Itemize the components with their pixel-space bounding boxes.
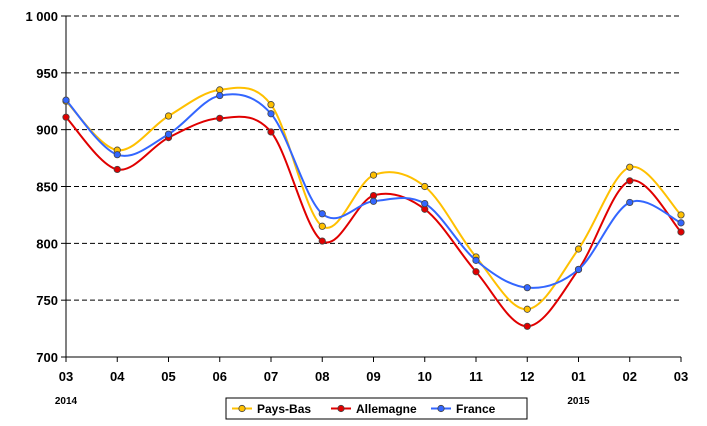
gridlines (66, 15, 681, 301)
data-point-pays-bas (626, 163, 634, 171)
x-tick-label: 06 (213, 369, 227, 384)
data-point-allemagne (472, 268, 480, 276)
legend-box (225, 397, 528, 420)
data-point-allemagne (216, 114, 224, 122)
data-point-france (574, 265, 583, 274)
x-tick-label: 03 (674, 369, 688, 384)
year-label: 2014 (55, 396, 78, 407)
y-tick-label: 1 000 (25, 9, 58, 24)
x-tick-label: 11 (469, 369, 483, 384)
data-point-france (113, 151, 121, 159)
x-tick-label: 01 (571, 369, 585, 384)
data-point-france (267, 110, 275, 118)
year-label: 2015 (567, 396, 590, 407)
y-tick-label: 700 (36, 350, 58, 365)
data-point-allemagne (677, 228, 685, 236)
x-tick-label: 07 (264, 369, 278, 384)
legend-label-allemagne: Allemagne (356, 402, 417, 416)
x-tick-label: 09 (366, 369, 380, 384)
data-point-pays-bas (369, 171, 378, 179)
data-point-allemagne (113, 165, 121, 174)
x-tick-label: 04 (110, 369, 125, 384)
data-point-allemagne (626, 177, 634, 185)
data-point-pays-bas (677, 211, 685, 219)
axes (61, 15, 682, 362)
x-tick-label: 08 (315, 369, 329, 384)
y-tick-label: 850 (36, 180, 58, 195)
tick-labels: 700 750 800 850 900 950 1 000 03 04 05 06 07 08 09 10 1… (25, 9, 688, 407)
data-point-france (369, 197, 378, 205)
series-allemagne (62, 113, 685, 330)
data-point-allemagne (62, 113, 70, 121)
legend-marker-pays-bas (238, 404, 246, 413)
data-point-pays-bas (421, 182, 429, 191)
series-line-allemagne (65, 115, 682, 328)
legend-label-france: France (456, 402, 496, 416)
x-tick-label: 10 (418, 369, 432, 384)
data-point-allemagne (318, 237, 326, 245)
data-point-france (472, 256, 480, 264)
data-point-pays-bas (574, 245, 583, 253)
data-point-pays-bas (164, 112, 173, 120)
data-point-france (421, 199, 429, 208)
data-point-france (318, 210, 326, 218)
data-point-france (164, 130, 173, 138)
data-point-allemagne (267, 128, 275, 136)
x-tick-label: 12 (520, 369, 534, 384)
data-point-pays-bas (523, 305, 531, 313)
data-point-pays-bas (318, 222, 326, 230)
y-tick-label: 900 (36, 123, 58, 138)
data-point-pays-bas (267, 101, 275, 109)
series-lines (62, 86, 685, 330)
data-point-france (677, 219, 685, 227)
x-tick-label: 05 (161, 369, 175, 384)
x-tick-label: 03 (59, 369, 73, 384)
data-point-france (62, 96, 70, 104)
data-point-allemagne (523, 322, 531, 330)
data-point-france (523, 284, 531, 292)
legend-label-pays-bas: Pays-Bas (257, 402, 311, 416)
data-point-france (626, 198, 634, 207)
y-tick-label: 950 (36, 66, 58, 81)
y-tick-label: 750 (36, 293, 58, 308)
data-point-france (216, 91, 224, 100)
legend: Pays-Bas Allemagne France (225, 397, 528, 420)
series-france (62, 91, 685, 292)
legend-marker-allemagne (337, 404, 345, 413)
x-tick-label: 02 (623, 369, 637, 384)
y-tick-label: 800 (36, 236, 58, 251)
legend-marker-france (437, 404, 445, 413)
